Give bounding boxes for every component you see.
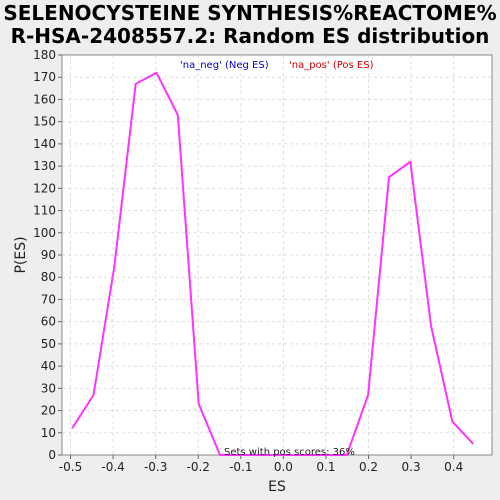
y-tick-label: 120 [33, 181, 56, 195]
y-tick-label: 130 [33, 159, 56, 173]
y-tick-label: 160 [33, 92, 56, 106]
x-tick-label: -0.5 [59, 460, 82, 474]
y-tick-label: 20 [41, 404, 56, 418]
chart-title-line-2: R-HSA-2408557.2: Random ES distribution [11, 24, 490, 48]
y-tick-label: 40 [41, 359, 56, 373]
y-axis-ticks: 0 10 20 30 40 50 60 70 80 90 100 110 120 130 140 150 160… [33, 48, 62, 462]
x-tick-label: 0.3 [402, 460, 421, 474]
grid-lines [62, 55, 492, 455]
y-tick-label: 30 [41, 381, 56, 395]
legend-pos-es: 'na_pos' (Pos ES) [289, 60, 374, 71]
y-tick-label: 100 [33, 226, 56, 240]
y-tick-label: 110 [33, 204, 56, 218]
x-tick-label: -0.4 [101, 460, 124, 474]
series-line [71, 71, 475, 456]
y-tick-label: 180 [33, 48, 56, 62]
y-tick-label: 90 [41, 248, 56, 262]
y-tick-label: 50 [41, 337, 56, 351]
y-axis-label: P(ES) [13, 236, 29, 273]
chart-title-line-1: SELENOCYSTEINE SYNTHESIS%REACTOME% [3, 1, 496, 25]
y-tick-label: 80 [41, 270, 56, 284]
y-tick-label: 150 [33, 115, 56, 129]
x-tick-label: -0.2 [187, 460, 210, 474]
x-tick-label: 0.0 [274, 460, 293, 474]
x-tick-label: 0.1 [316, 460, 335, 474]
x-tick-label: 0.4 [444, 460, 463, 474]
x-tick-label: -0.1 [229, 460, 252, 474]
y-tick-label: 70 [41, 292, 56, 306]
y-tick-label: 10 [41, 426, 56, 440]
x-axis-label: ES [268, 479, 286, 495]
plot-area [61, 54, 493, 456]
series-group [71, 71, 475, 456]
y-tick-label: 170 [33, 70, 56, 84]
pos-scores-annotation: Sets with pos scores: 36% [224, 447, 355, 458]
x-axis-ticks: -0.5 -0.4 -0.3 -0.2 -0.1 0.0 0.1 0.2 0.3 0.4 [59, 455, 463, 474]
legend-neg-es: 'na_neg' (Neg ES) [180, 60, 269, 71]
x-tick-label: 0.2 [359, 460, 378, 474]
y-tick-label: 140 [33, 137, 56, 151]
x-tick-label: -0.3 [144, 460, 167, 474]
y-tick-label: 0 [48, 448, 56, 462]
y-tick-label: 60 [41, 315, 56, 329]
